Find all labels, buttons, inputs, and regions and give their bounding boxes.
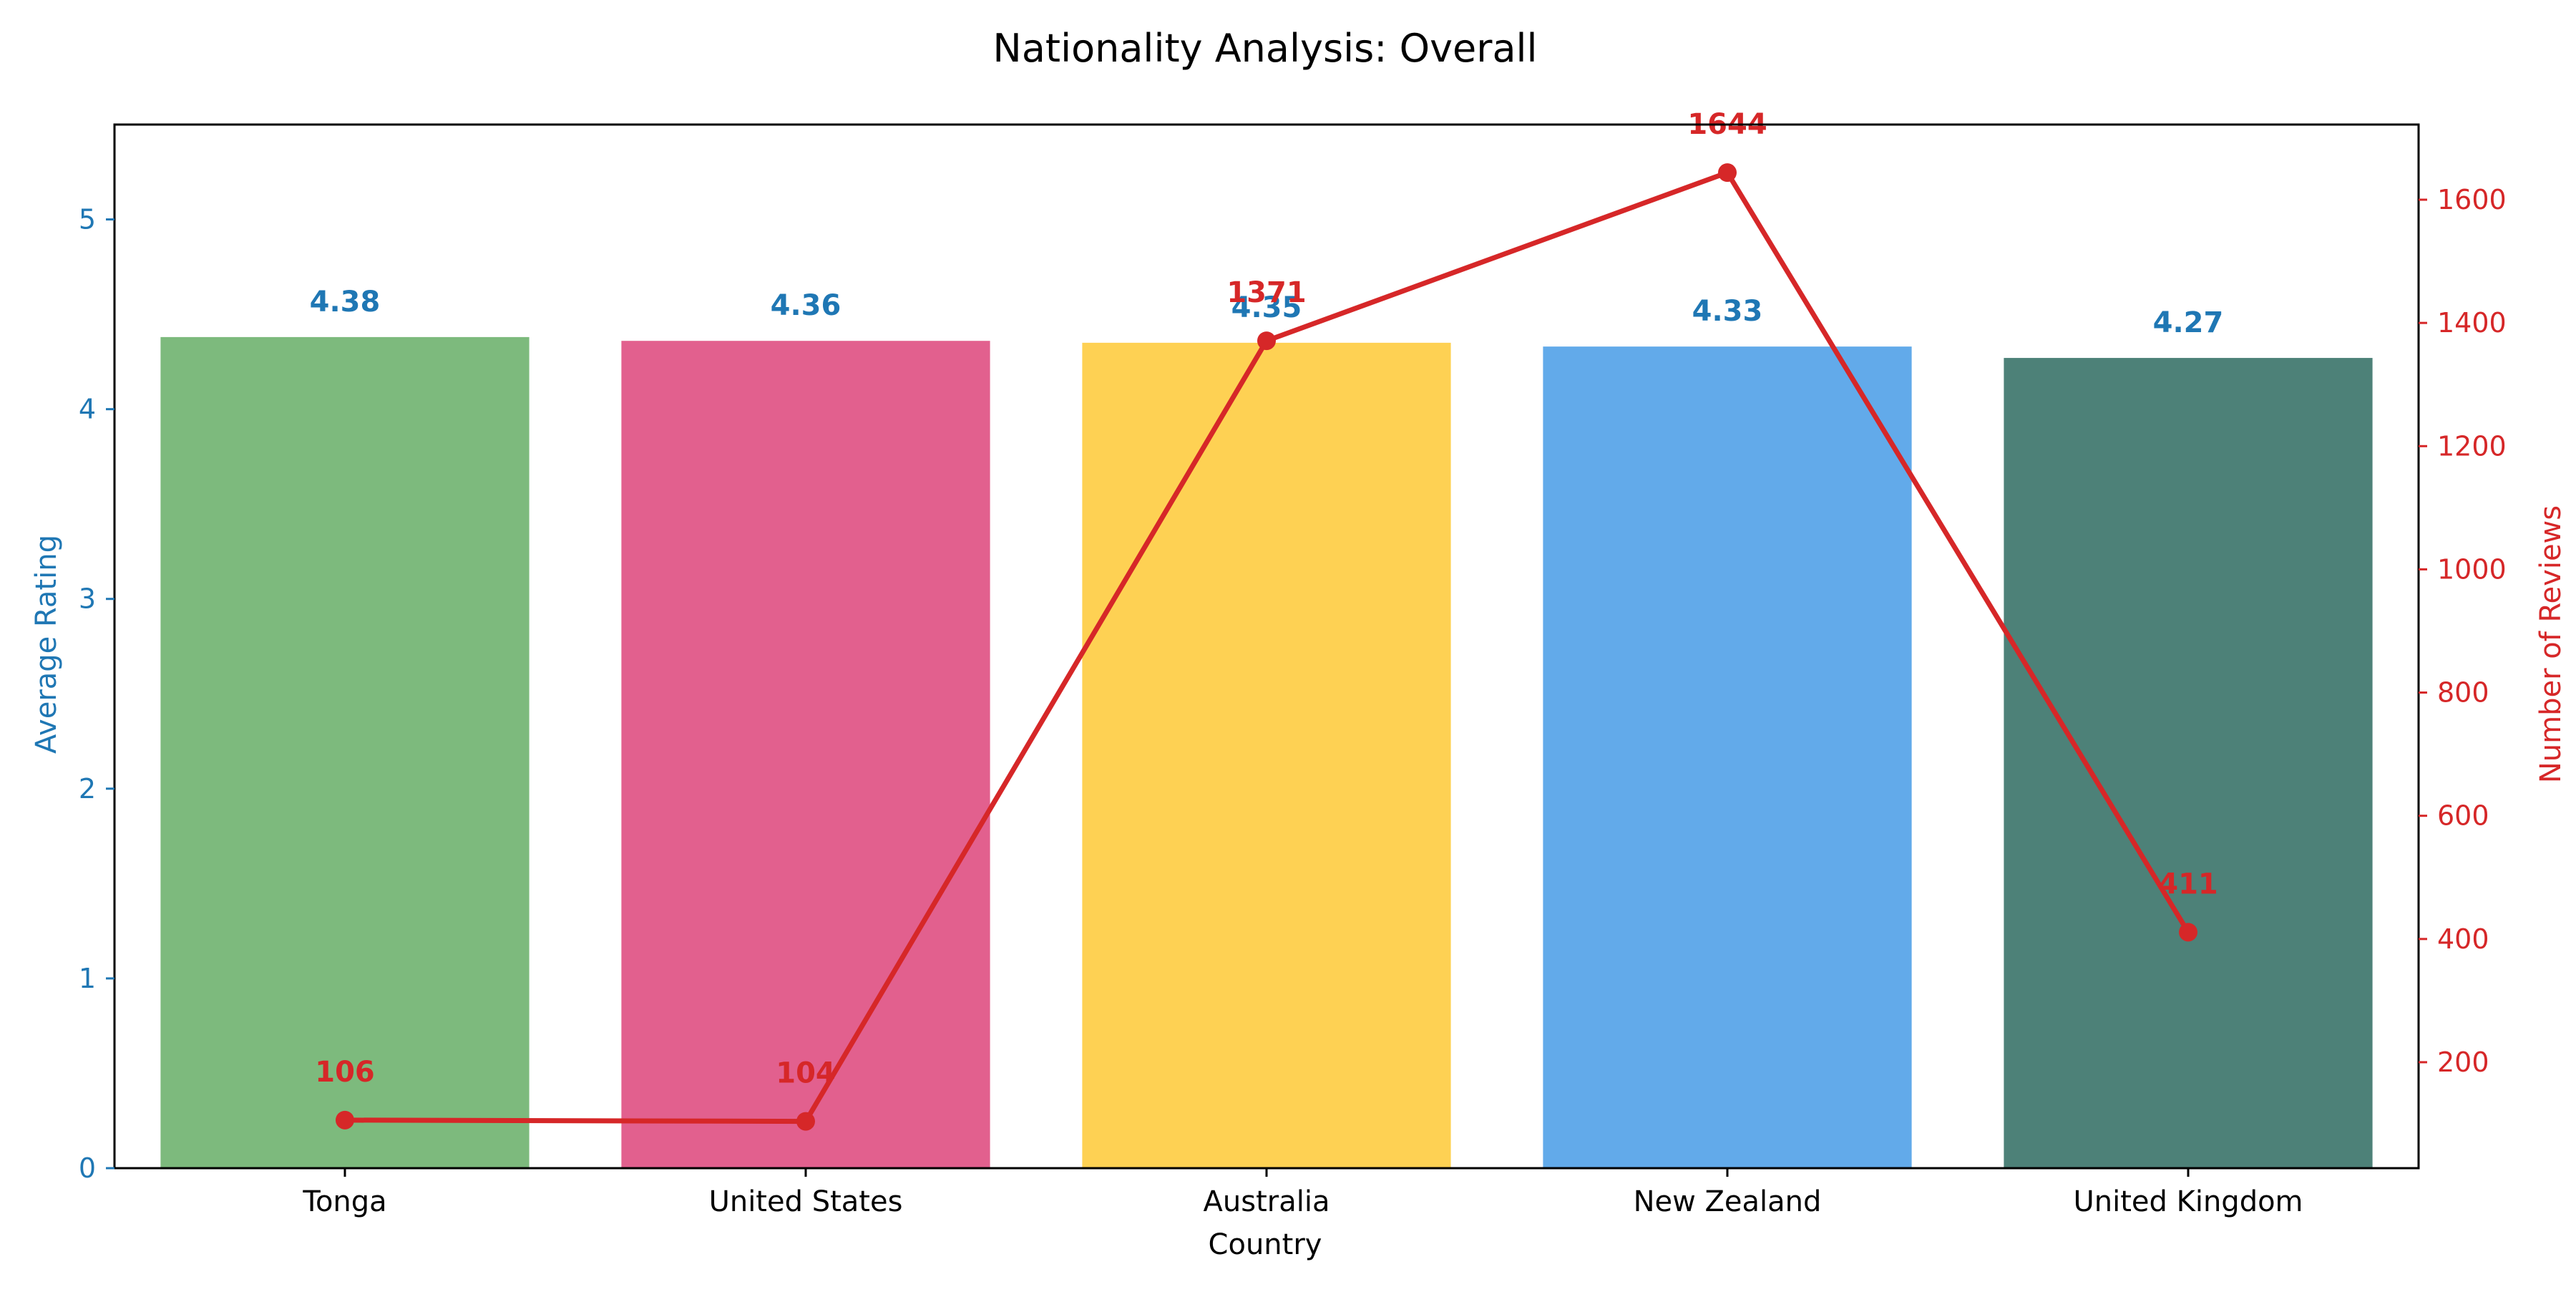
bar-3 [1543,346,1912,1168]
x-tick-label-1: United States [709,1185,903,1218]
y2-tick-label-7: 1600 [2437,184,2507,215]
reviews-point-0 [336,1110,354,1130]
bar-2 [1082,342,1451,1169]
bar-value-label-4: 4.27 [2153,306,2224,339]
y2-tick-label-3: 800 [2437,677,2489,709]
y2-tick-label-1: 400 [2437,923,2489,955]
reviews-point-1 [796,1112,815,1131]
y-tick-label-3: 3 [79,583,96,615]
bar-value-label-3: 4.33 [1692,295,1763,328]
y-tick-label-5: 5 [79,204,96,235]
x-axis-label: Country [1209,1228,1322,1261]
bar-0 [160,336,530,1168]
reviews-value-label-2: 1371 [1226,276,1306,309]
reviews-point-4 [2179,923,2197,942]
bar-4 [2004,358,2373,1169]
y-tick-label-4: 4 [79,394,96,425]
y2-tick-label-6: 1400 [2437,307,2507,339]
y-tick-label-0: 0 [79,1152,96,1184]
bar-value-label-2: 4.35 [1231,291,1302,324]
y2-tick-label-0: 200 [2437,1046,2489,1078]
y2-axis-label: Number of Reviews [2534,505,2567,783]
x-tick-label-4: United Kingdom [2073,1185,2303,1218]
bar-1 [621,341,990,1169]
reviews-point-2 [1257,331,1276,351]
bar-value-label-0: 4.38 [310,286,381,319]
reviews-value-label-0: 106 [315,1056,375,1089]
x-tick-label-0: Tonga [302,1185,386,1218]
y-tick-label-1: 1 [79,963,96,994]
reviews-value-label-4: 411 [2158,868,2218,900]
reviews-point-3 [1718,163,1737,183]
x-tick-label-2: Australia [1204,1185,1330,1218]
y-axis-label: Average Rating [30,535,63,754]
y2-tick-label-5: 1200 [2437,430,2507,462]
chart-title: Nationality Analysis: Overall [992,26,1537,71]
x-tick-label-3: New Zealand [1634,1185,1822,1218]
y-tick-label-2: 2 [79,773,96,805]
y2-tick-label-4: 1000 [2437,553,2507,585]
y2-tick-label-2: 600 [2437,800,2489,832]
bar-value-label-1: 4.36 [771,289,841,322]
reviews-value-label-1: 104 [776,1057,836,1090]
